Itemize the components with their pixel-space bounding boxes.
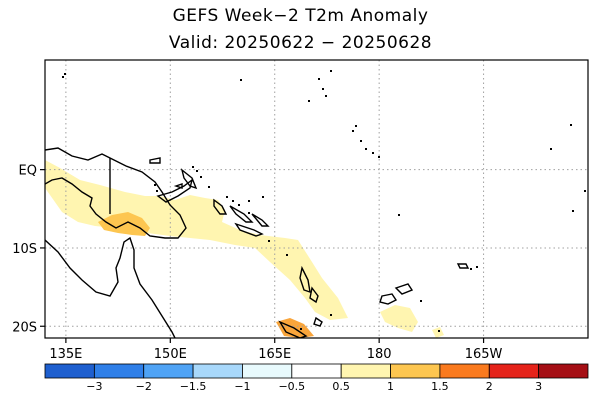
coastline-new-ireland	[180, 168, 198, 190]
islet-dot	[154, 184, 156, 186]
islet-dot	[208, 186, 210, 188]
islet-dot	[420, 300, 422, 302]
islet-dot	[378, 156, 380, 158]
islet-dot	[62, 76, 64, 78]
anomaly-shading	[45, 160, 444, 338]
anomaly-area-fiji	[432, 327, 444, 338]
lat-tick-label: EQ	[19, 164, 37, 179]
islet-dot	[156, 190, 158, 192]
coastline-fiji-vanua-levu	[394, 283, 414, 295]
islet-dot	[550, 148, 552, 150]
lon-tick-label: 165E	[258, 347, 291, 362]
islet-dot	[308, 100, 310, 102]
islet-dot	[238, 204, 240, 206]
anomaly-area-new-guinea	[45, 160, 348, 320]
islet-dot	[196, 170, 198, 172]
islet-dot	[318, 78, 320, 80]
coastline-manus	[149, 157, 161, 164]
islet-dot	[330, 314, 332, 316]
colorbar-label: 1	[387, 380, 394, 393]
coastline-fiji-viti-levu	[379, 293, 398, 305]
coastline-australia	[45, 236, 176, 338]
axis-ticks: EQ 10S 20S 135E 150E 165E 180 165W	[12, 164, 502, 362]
anomaly-area-south-islands	[380, 305, 418, 332]
islet-dot	[470, 268, 472, 270]
colorbar-label: 0.5	[332, 380, 350, 393]
colorbar-label: −3	[86, 380, 102, 393]
coastline-loyalty	[313, 316, 323, 327]
coastline-new-caledonia	[278, 320, 308, 338]
coastline-bismarck-small	[173, 183, 183, 189]
islet-dot	[355, 125, 357, 127]
coastline-bougainville	[213, 198, 228, 215]
colorbar-swatch	[439, 363, 490, 379]
coastlines	[45, 147, 470, 338]
colorbar-label: 3	[535, 380, 542, 393]
colorbar-swatch	[538, 363, 589, 379]
islet-dot	[322, 88, 324, 90]
map-title: GEFS Week−2 T2m Anomaly	[172, 6, 429, 26]
islet-dot	[268, 240, 270, 242]
colorbar-swatch	[390, 363, 441, 379]
colorbar-label: 1.5	[431, 380, 449, 393]
coastline-solomons-b	[234, 222, 264, 237]
islet-dot	[240, 79, 242, 81]
islet-dot	[248, 200, 250, 202]
coastline-new-guinea	[45, 147, 187, 239]
colorbar-label: −1	[234, 380, 250, 393]
colorbar-swatch	[340, 363, 391, 379]
islet-dot	[330, 70, 332, 72]
colorbar-label: −2	[136, 380, 152, 393]
colorbar-label: −0.5	[278, 380, 305, 393]
islet-dot	[262, 196, 264, 198]
colorbar-swatch	[93, 363, 145, 379]
lat-tick-label: 20S	[12, 320, 37, 335]
colorbar-swatch	[488, 363, 540, 379]
colorbar-swatch	[192, 363, 243, 379]
islet-dot	[300, 328, 302, 330]
colorbar-swatch	[291, 363, 342, 379]
islet-dot	[226, 196, 228, 198]
islet-dot	[572, 210, 574, 212]
islet-dot	[248, 212, 250, 214]
colorbar-label: −1.5	[180, 380, 207, 393]
map-subtitle: Valid: 20250622 − 20250628	[168, 33, 433, 53]
lon-tick-label: 135E	[49, 347, 82, 362]
small-islands	[62, 70, 586, 332]
lon-tick-label: 180	[367, 347, 392, 362]
lat-tick-label: 10S	[12, 242, 37, 257]
colorbar-label: 2	[486, 380, 493, 393]
map-frame	[44, 59, 589, 339]
islet-dot	[232, 200, 234, 202]
islet-dot	[365, 148, 367, 150]
islet-dot	[360, 140, 362, 142]
colorbar-swatch	[143, 363, 194, 379]
coastline-new-britain	[156, 178, 194, 203]
islet-dot	[352, 130, 354, 132]
coastline-samoa	[456, 263, 470, 269]
islet-dot	[325, 95, 327, 97]
colorbar-swatch	[242, 363, 293, 379]
lon-tick-label: 150E	[154, 347, 187, 362]
islet-dot	[64, 73, 66, 75]
lon-tick-label: 165W	[465, 347, 503, 362]
islet-dot	[584, 190, 586, 192]
colorbar: −3 −2 −1.5 −1 −0.5 0.5 1 1.5 2 3	[44, 363, 589, 393]
islet-dot	[192, 166, 194, 168]
coastline-solomons-c	[251, 213, 270, 227]
colorbar-swatch	[44, 363, 95, 379]
coastline-vanuatu-b	[309, 286, 319, 304]
islet-dot	[200, 176, 202, 178]
islet-dot	[372, 152, 374, 154]
islet-dot	[438, 330, 440, 332]
islet-dot	[398, 214, 400, 216]
coastline-vanuatu	[299, 265, 311, 294]
islet-dot	[286, 254, 288, 256]
islet-dot	[476, 266, 478, 268]
islet-dot	[570, 124, 572, 126]
coastline-solomons-a	[229, 205, 254, 223]
